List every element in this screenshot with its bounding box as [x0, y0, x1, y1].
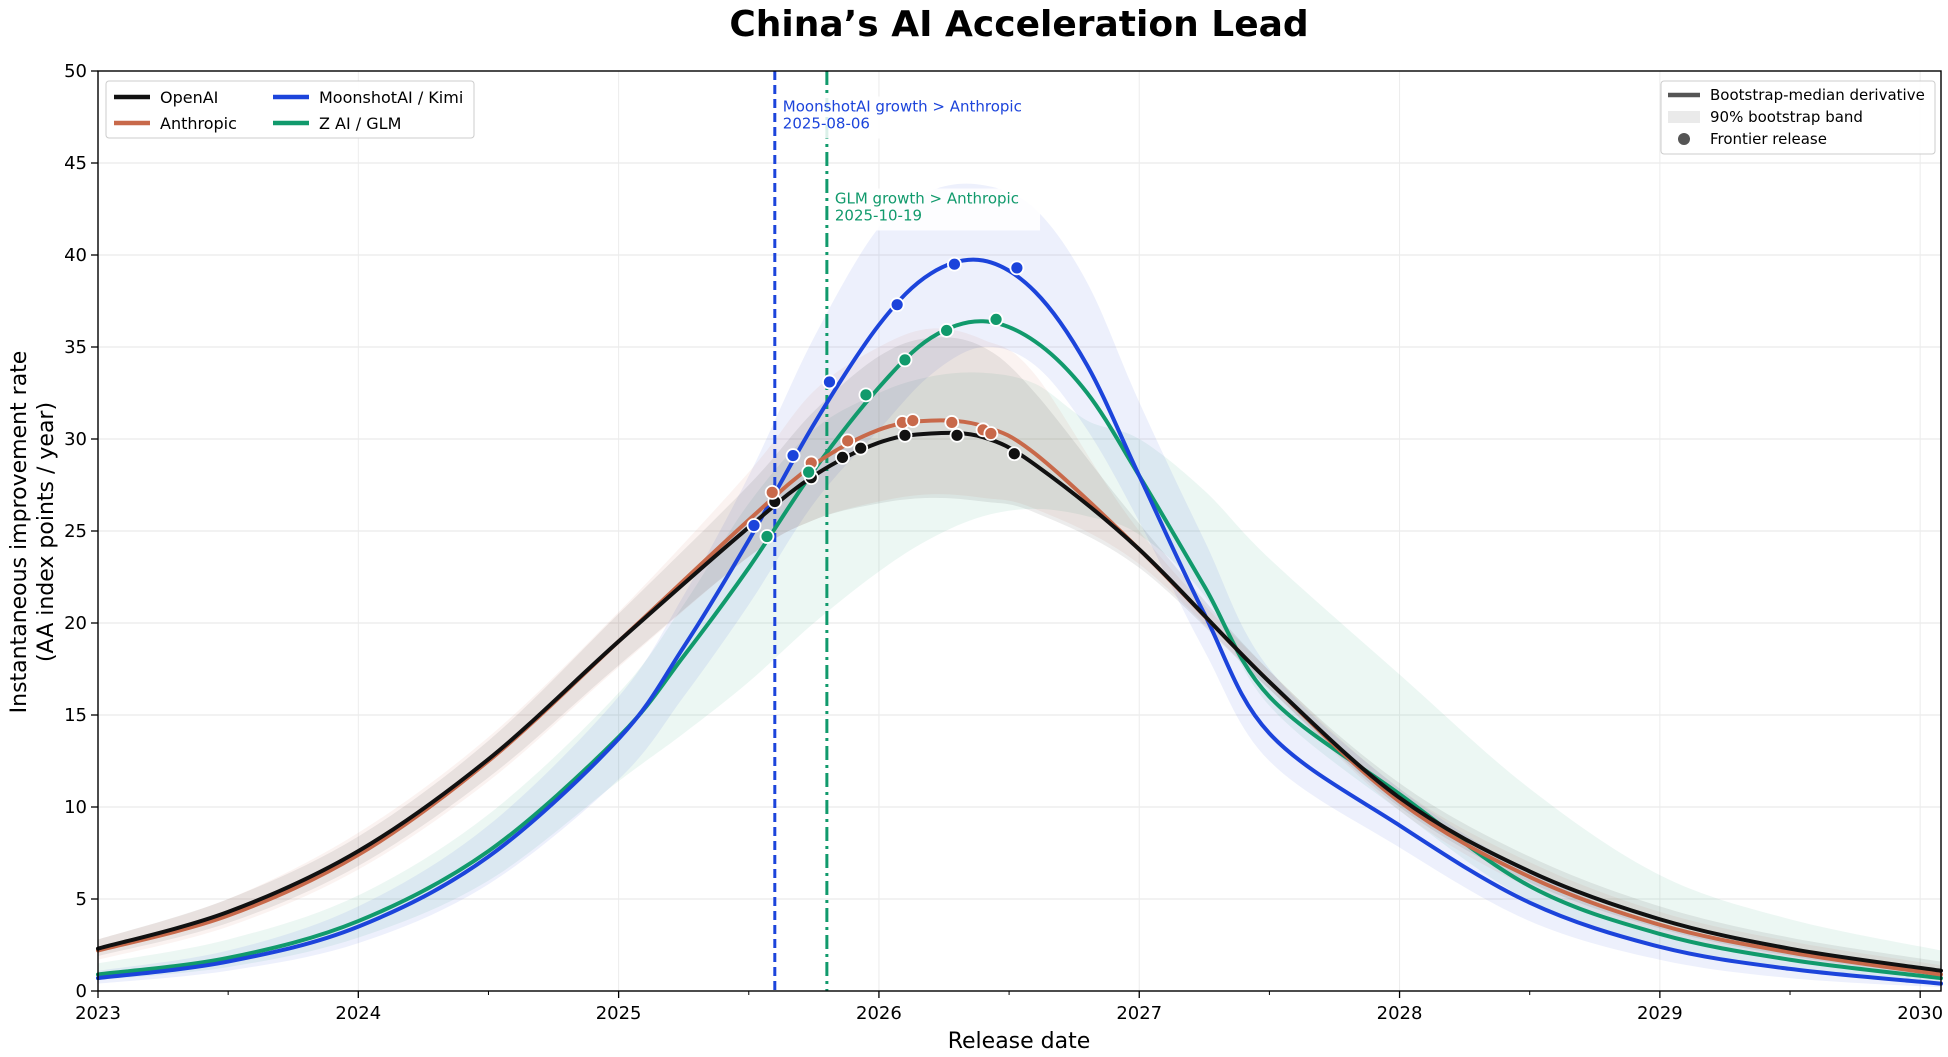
crossover-label-bg: [779, 96, 1052, 139]
x-tick-label: 2028: [1377, 1003, 1423, 1024]
release-marker: [947, 256, 962, 272]
release-marker: [897, 352, 913, 368]
y-tick-label: 45: [64, 153, 87, 174]
y-tick-label: 0: [76, 981, 87, 1002]
crossover-label-1-date: 2025-08-06: [783, 114, 870, 132]
release-marker: [988, 311, 1004, 327]
band-openai: [98, 337, 1941, 977]
release-marker: [835, 449, 850, 465]
y-tick-label: 25: [64, 521, 87, 542]
release-marker: [897, 427, 913, 443]
release-marker: [905, 413, 921, 429]
release-marker: [949, 427, 965, 443]
x-tick-label: 2025: [596, 1003, 642, 1024]
release-marker: [822, 374, 837, 390]
release-marker: [801, 464, 817, 480]
release-marker: [1006, 446, 1022, 462]
y-tick-label: 10: [64, 797, 87, 818]
legend-label: OpenAI: [160, 88, 218, 107]
release-marker: [944, 415, 960, 430]
frontier-release-markers: [746, 256, 1025, 544]
x-axis: 2023 2024 2025 2026 2027 2028 2029 2030: [75, 991, 1943, 1024]
release-marker: [785, 448, 801, 463]
release-marker: [759, 529, 775, 544]
release-marker: [840, 433, 856, 449]
legend-label: MoonshotAI / Kimi: [319, 88, 463, 107]
release-marker: [858, 387, 874, 403]
line-anthropic: [96, 418, 1943, 977]
release-marker: [889, 297, 905, 313]
release-marker: [939, 323, 955, 338]
legend-swatch-band: [1668, 111, 1700, 123]
release-marker: [983, 426, 999, 441]
crossover-label-2-date: 2025-10-19: [835, 206, 922, 224]
band-moonshotai-kimi: [98, 183, 1941, 988]
legend-label: Frontier release: [1710, 130, 1827, 148]
legend-box: [1660, 80, 1936, 155]
series-legend: OpenAI Anthropic MoonshotAI / Kimi Z AI / G…: [105, 80, 475, 139]
legend-swatch-dot: [1678, 133, 1690, 145]
legend-label: Anthropic: [160, 114, 237, 133]
line-z-ai-glm: [96, 319, 1943, 981]
crossover-lines: [773, 71, 829, 991]
chart-title: China’s AI Acceleration Lead: [729, 4, 1308, 45]
y-axis-label-line1: Instantaneous improvement rate: [7, 351, 32, 714]
y-tick-label: 5: [76, 889, 87, 910]
release-marker: [1009, 260, 1025, 276]
x-tick-label: 2024: [335, 1003, 381, 1024]
x-tick-label: 2023: [75, 1003, 121, 1024]
x-tick-label: 2026: [856, 1003, 902, 1024]
legend-label: Bootstrap-median derivative: [1710, 86, 1925, 104]
confidence-bands: [98, 183, 1941, 988]
release-marker: [764, 484, 780, 500]
marker-legend: Bootstrap-median derivative 90% bootstrap…: [1660, 80, 1936, 155]
legend-box: [105, 80, 475, 139]
line-moonshotai-kimi: [96, 257, 1943, 986]
x-tick-label: 2029: [1637, 1003, 1683, 1024]
y-axis: 0 5 10 15 20 25 30 35 40 45 50: [64, 61, 98, 1002]
y-tick-label: 20: [64, 613, 87, 634]
x-tick-label: 2030: [1897, 1003, 1943, 1024]
y-tick-label: 35: [64, 337, 87, 358]
x-tick-label: 2027: [1116, 1003, 1162, 1024]
y-tick-label: 50: [64, 61, 87, 82]
y-axis-label-line2: (AA index points / year): [34, 402, 59, 662]
legend-label: Z AI / GLM: [319, 114, 401, 133]
crossover-label-bg: [831, 188, 1041, 231]
crossover-label-2-title: GLM growth > Anthropic: [835, 189, 1019, 207]
y-tick-label: 15: [64, 705, 87, 726]
y-axis-label: Instantaneous improvement rate (AA index…: [7, 351, 59, 714]
band-z-ai-glm: [98, 372, 1941, 984]
crossover-label-1-title: MoonshotAI growth > Anthropic: [783, 97, 1022, 115]
release-marker: [746, 518, 762, 533]
series-lines: [96, 257, 1943, 986]
y-tick-label: 40: [64, 245, 87, 266]
release-marker: [853, 440, 869, 456]
line-openai: [96, 430, 1943, 973]
y-tick-label: 30: [64, 429, 87, 450]
legend-label: 90% bootstrap band: [1710, 108, 1863, 126]
x-axis-label: Release date: [948, 1029, 1091, 1054]
